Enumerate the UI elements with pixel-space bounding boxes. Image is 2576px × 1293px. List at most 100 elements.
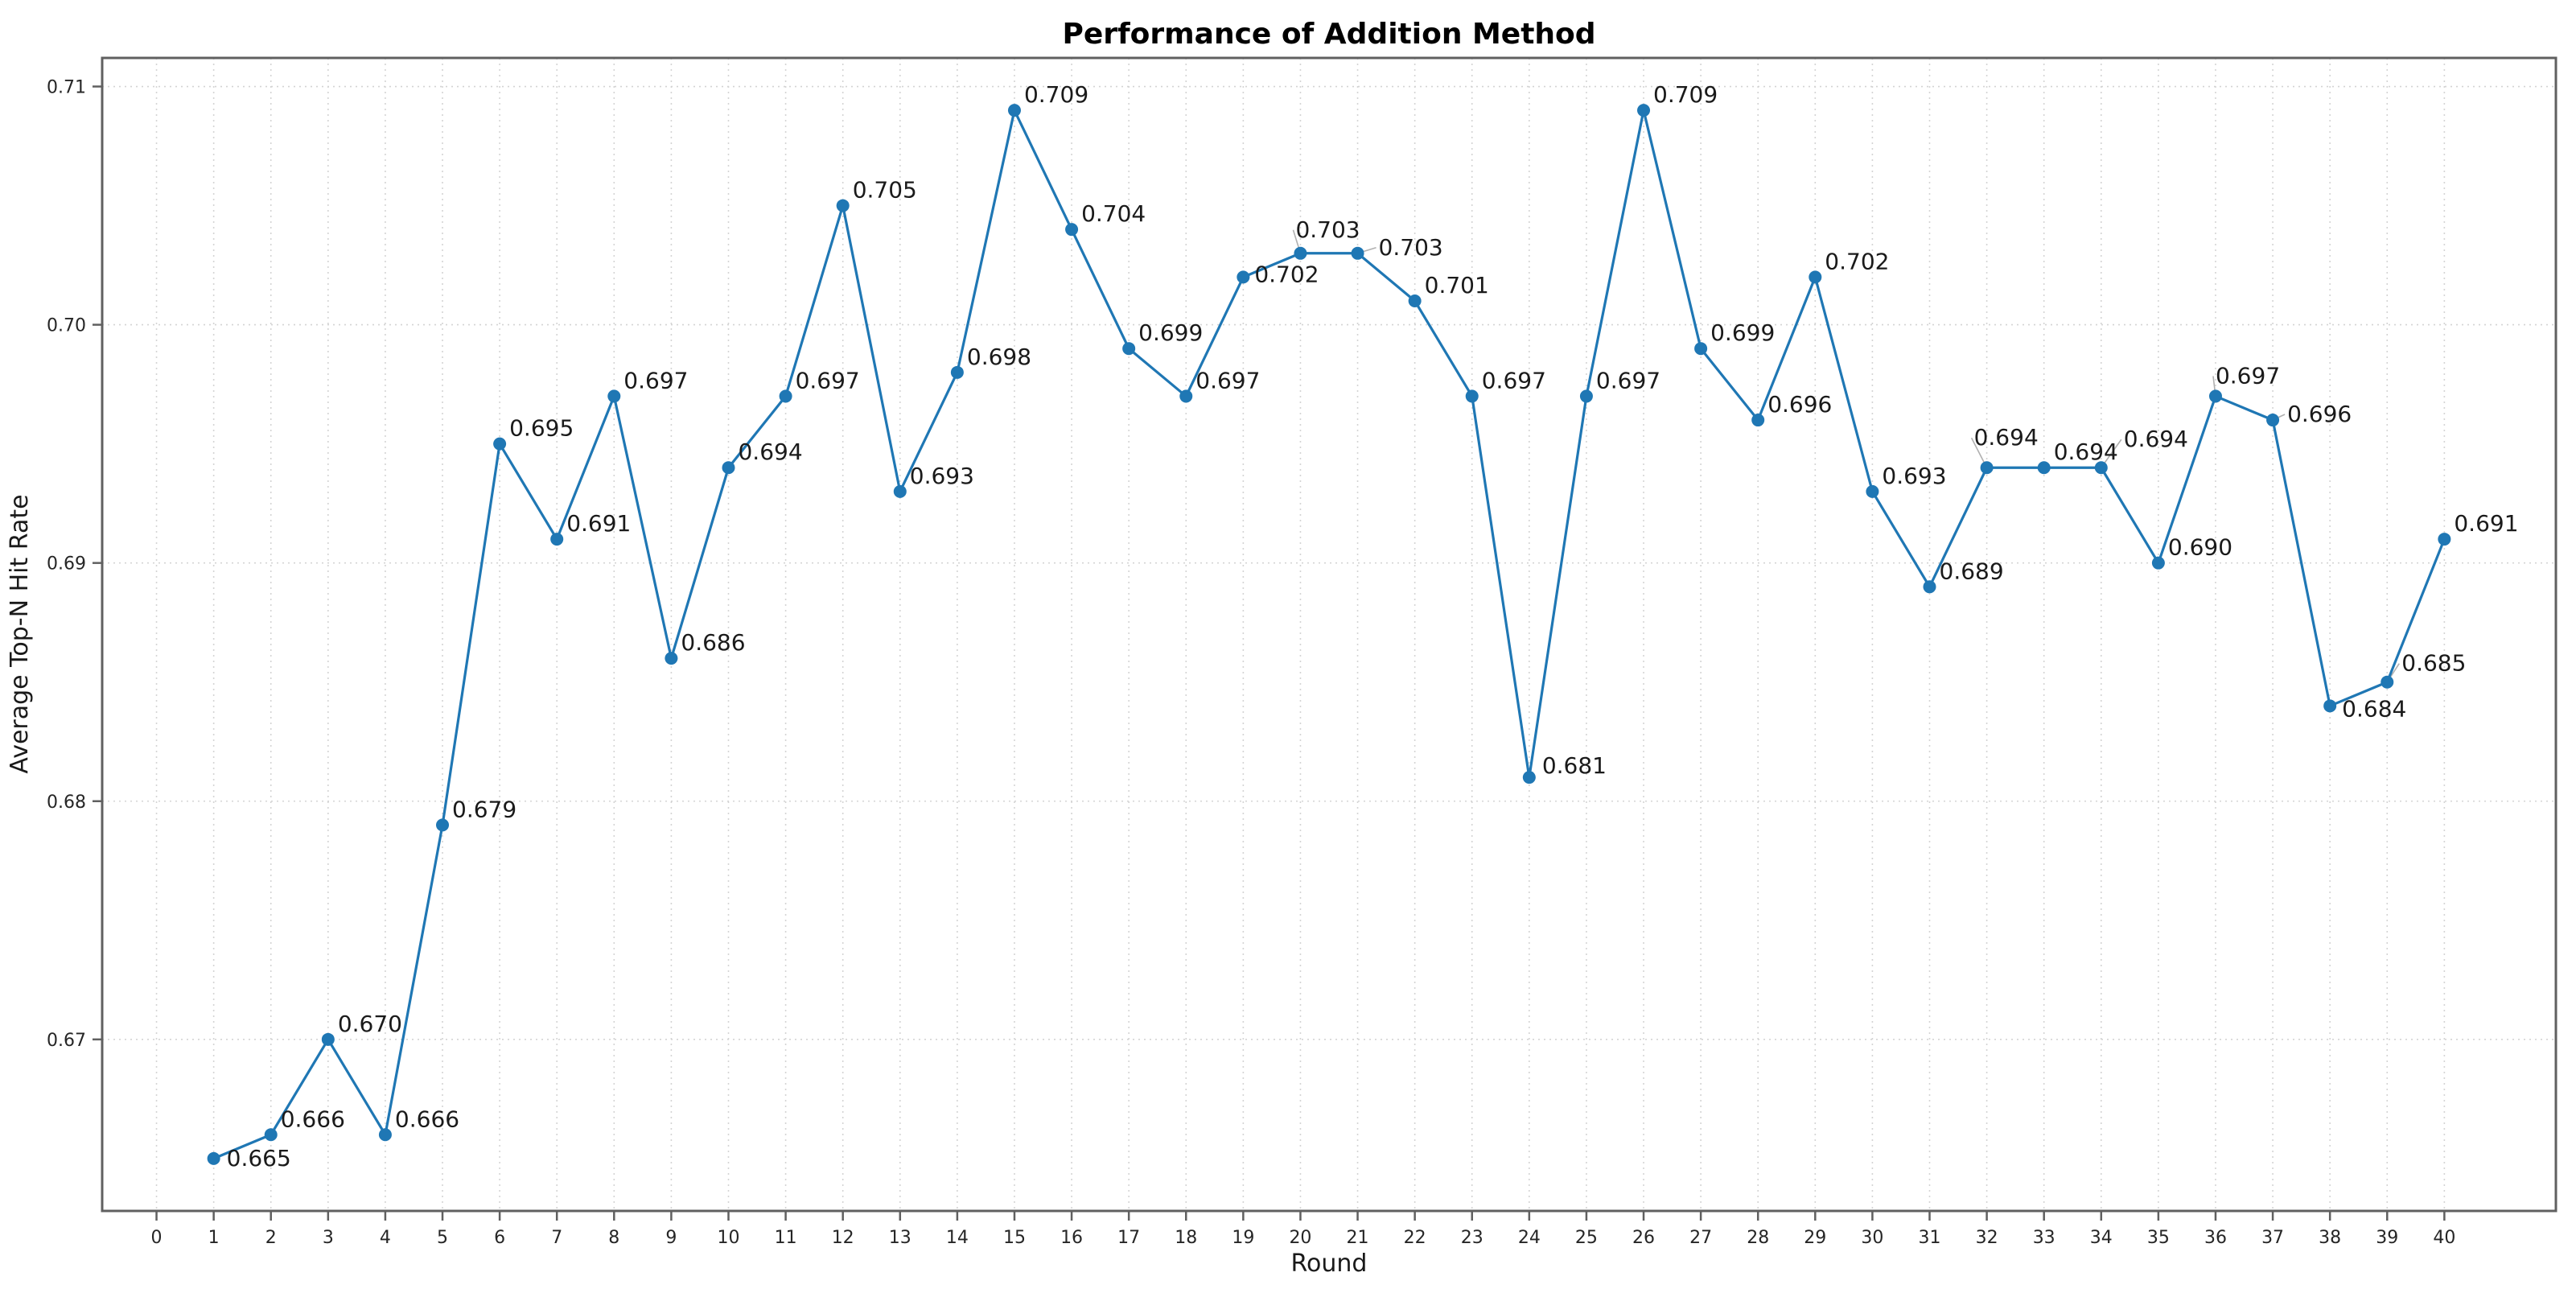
point-value-label: 0.694 (1974, 424, 2039, 451)
x-tick-label: 33 (2033, 1228, 2055, 1248)
x-tick-label: 7 (551, 1228, 562, 1248)
x-axis-label: Round (1291, 1250, 1368, 1278)
point-value-label: 0.702 (1254, 261, 1319, 287)
point-value-label: 0.696 (1767, 391, 1832, 418)
data-point (1522, 771, 1536, 784)
data-point (893, 484, 907, 498)
data-point (722, 461, 735, 475)
x-tick-label: 39 (2376, 1228, 2398, 1248)
x-tick-label: 14 (946, 1228, 969, 1248)
point-value-label: 0.702 (1825, 248, 1889, 274)
point-value-label: 0.695 (509, 415, 574, 442)
x-tick-label: 30 (1861, 1228, 1883, 1248)
point-value-label: 0.685 (2401, 650, 2466, 677)
data-point (1351, 246, 1364, 260)
x-tick-label: 21 (1347, 1228, 1369, 1248)
point-value-label: 0.694 (2054, 439, 2118, 465)
x-tick-label: 10 (717, 1228, 739, 1248)
point-value-label: 0.689 (1940, 558, 2004, 584)
y-tick-label: 0.67 (47, 1031, 86, 1051)
data-point (436, 818, 450, 832)
x-tick-label: 5 (437, 1228, 448, 1248)
data-point (779, 389, 792, 403)
point-value-label: 0.703 (1379, 234, 1443, 261)
data-point (1809, 270, 1822, 284)
x-tick-label: 4 (380, 1228, 391, 1248)
y-tick-label: 0.68 (47, 793, 86, 813)
x-tick-label: 28 (1747, 1228, 1769, 1248)
data-point (1866, 484, 1879, 498)
data-point (2381, 675, 2394, 689)
series-line (212, 109, 2446, 1160)
data-point (378, 1128, 392, 1142)
point-value-label: 0.686 (681, 629, 745, 656)
point-value-label: 0.704 (1081, 200, 1146, 227)
point-value-label: 0.665 (227, 1145, 291, 1172)
point-value-label: 0.679 (452, 796, 516, 822)
y-axis-label: Average Top-N Hit Rate (6, 494, 34, 773)
data-point (2208, 389, 2222, 403)
point-value-label: 0.666 (281, 1106, 345, 1132)
point-value-label: 0.697 (796, 367, 860, 393)
point-value-label: 0.697 (1195, 367, 1260, 393)
plot-area: 0 1 2 3 4 5 6 7 8 9 10 11 12 13 14 15 16 17 18 19 20 21 22 23 24… (47, 56, 2557, 1248)
x-tick-label: 26 (1632, 1228, 1655, 1248)
point-value-label: 0.670 (338, 1011, 402, 1037)
point-value-label: 0.705 (853, 177, 917, 204)
point-value-label: 0.691 (2454, 510, 2518, 537)
data-point (1751, 414, 1765, 427)
x-tick-label: 35 (2147, 1228, 2170, 1248)
point-value-label: 0.694 (738, 439, 802, 465)
data-point (493, 437, 507, 451)
data-point (207, 1151, 220, 1165)
point-value-label: 0.681 (1542, 752, 1607, 779)
data-point (1694, 342, 1708, 356)
x-tick-label: 31 (1919, 1228, 1941, 1248)
data-point (836, 199, 850, 212)
point-value-label: 0.697 (1596, 367, 1660, 393)
point-value-label: 0.699 (1710, 319, 1775, 346)
x-tick-label: 1 (208, 1228, 220, 1248)
data-point (1065, 223, 1079, 237)
data-point (1980, 461, 1994, 475)
data-point (1637, 104, 1651, 117)
x-tick-label: 37 (2261, 1228, 2284, 1248)
data-point (321, 1032, 335, 1046)
data-point (2037, 461, 2051, 475)
data-point (1294, 246, 1307, 260)
x-tick-label: 3 (323, 1228, 334, 1248)
data-point (1465, 389, 1479, 403)
x-tick-label: 8 (608, 1228, 619, 1248)
point-value-label: 0.703 (1295, 216, 1360, 243)
x-tick-label: 6 (494, 1228, 505, 1248)
x-tick-label: 17 (1117, 1228, 1140, 1248)
x-tick-label: 0 (151, 1228, 163, 1248)
point-value-label: 0.701 (1425, 272, 1489, 299)
data-point (1179, 389, 1193, 403)
x-tick-label: 18 (1175, 1228, 1197, 1248)
data-point (2094, 461, 2108, 475)
point-value-label: 0.709 (1024, 81, 1088, 108)
point-value-label: 0.684 (2342, 695, 2406, 722)
data-point (264, 1128, 278, 1142)
data-point (950, 365, 964, 379)
x-tick-label: 25 (1575, 1228, 1598, 1248)
data-point (665, 652, 678, 665)
x-tick-label: 11 (775, 1228, 797, 1248)
data-point (607, 389, 621, 403)
point-value-label: 0.696 (2287, 401, 2352, 427)
x-tick-label: 38 (2319, 1228, 2341, 1248)
x-tick-label: 16 (1060, 1228, 1083, 1248)
plot-border (101, 56, 2557, 1213)
chart-title: Performance of Addition Method (1062, 18, 1595, 51)
x-tick-label: 20 (1289, 1228, 1311, 1248)
x-tick-label: 23 (1461, 1228, 1483, 1248)
point-value-label: 0.691 (566, 510, 631, 537)
x-tick-label: 27 (1689, 1228, 1712, 1248)
point-value-label: 0.693 (910, 463, 974, 489)
data-point (1579, 389, 1593, 403)
y-tick-label: 0.69 (47, 554, 86, 574)
x-tick-label: 2 (265, 1228, 277, 1248)
